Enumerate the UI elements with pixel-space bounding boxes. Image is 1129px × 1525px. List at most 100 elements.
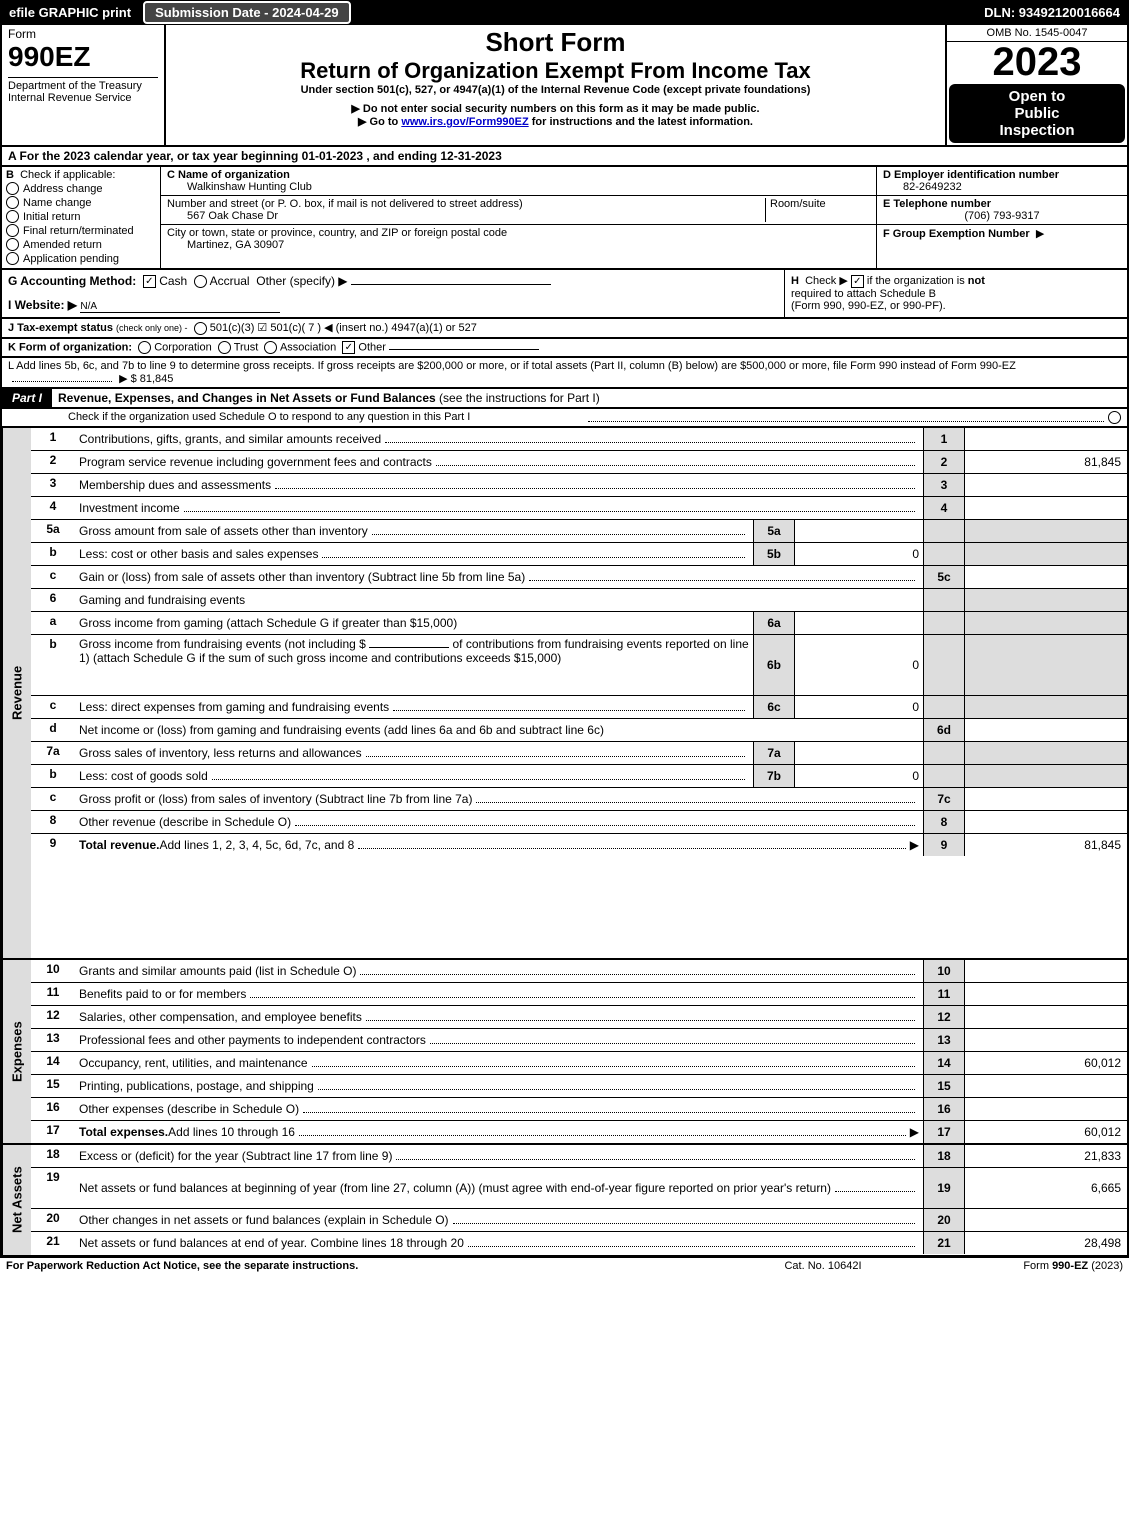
sub-num: 7b: [753, 765, 794, 787]
accrual-label: Accrual: [210, 274, 250, 288]
room-suite-label: Room/suite: [765, 198, 870, 222]
city-label: City or town, state or province, country…: [167, 227, 870, 239]
line-num: 7a: [31, 742, 75, 764]
line-desc: Less: direct expenses from gaming and fu…: [79, 700, 389, 714]
checkbox-icon[interactable]: [6, 252, 19, 265]
sub-val: [794, 612, 923, 634]
line-num-col: 20: [923, 1209, 964, 1231]
line-val: 60,012: [964, 1052, 1127, 1074]
checkbox-icon[interactable]: [6, 196, 19, 209]
goto-prefix: ▶ Go to: [358, 116, 401, 128]
k-trust-label: Trust: [234, 341, 259, 353]
chk-name-change[interactable]: Name change: [6, 196, 156, 209]
chk-application-pending[interactable]: Application pending: [6, 252, 156, 265]
part-i-label: Part I: [2, 389, 52, 407]
line-2: 2 Program service revenue including gove…: [31, 451, 1127, 474]
l-value: 81,845: [140, 373, 174, 385]
goto-link[interactable]: www.irs.gov/Form990EZ: [401, 116, 528, 128]
sub-val: 0: [794, 696, 923, 718]
line-num-col: 12: [923, 1006, 964, 1028]
line-num-col: 10: [923, 960, 964, 982]
line-desc: Other revenue (describe in Schedule O): [79, 815, 291, 829]
checkbox-icon[interactable]: [6, 182, 19, 195]
line-num: 2: [31, 451, 75, 473]
b-check-if: Check if applicable:: [20, 169, 115, 181]
part-i-title: Revenue, Expenses, and Changes in Net As…: [52, 391, 600, 405]
line-7b: b Less: cost of goods sold 7b 0: [31, 765, 1127, 788]
sub-val: 0: [794, 543, 923, 565]
line-num-col: 6d: [923, 719, 964, 741]
part-i-checkbox[interactable]: [1108, 411, 1121, 424]
street-label: Number and street (or P. O. box, if mail…: [167, 198, 765, 210]
b-label: B: [6, 169, 14, 181]
k-other-line[interactable]: [389, 349, 539, 350]
line-6: 6 Gaming and fundraising events: [31, 589, 1127, 612]
arrow-icon: ▶: [910, 1125, 919, 1139]
line-k: K Form of organization: Corporation Trus…: [0, 339, 1129, 358]
chk-label: Name change: [23, 197, 92, 209]
short-form-title: Short Form: [172, 27, 939, 58]
chk-label: Application pending: [23, 253, 119, 265]
chk-address-change[interactable]: Address change: [6, 182, 156, 195]
line-6d: d Net income or (loss) from gaming and f…: [31, 719, 1127, 742]
i-label: I Website: ▶: [8, 298, 77, 312]
line-desc: Less: cost of goods sold: [79, 769, 208, 783]
line-6b: b Gross income from fundraising events (…: [31, 635, 1127, 696]
column-c: C Name of organization Walkinshaw Huntin…: [161, 167, 876, 268]
line-num-col: [923, 635, 964, 695]
line-desc: Program service revenue including govern…: [79, 455, 432, 469]
line-val: [964, 543, 1127, 565]
check-cash[interactable]: ✓: [143, 275, 156, 288]
h-text-2: if the organization is: [867, 275, 968, 287]
line-a: A For the 2023 calendar year, or tax yea…: [0, 147, 1129, 167]
line-val: [964, 811, 1127, 833]
line-val: 60,012: [964, 1121, 1127, 1143]
chk-amended-return[interactable]: Amended return: [6, 238, 156, 251]
contrib-amount-line[interactable]: [369, 647, 449, 648]
j-501c3[interactable]: [194, 322, 207, 335]
website-value: N/A: [80, 301, 280, 313]
other-input-line[interactable]: [351, 284, 551, 285]
k-trust[interactable]: [218, 341, 231, 354]
check-accrual[interactable]: [194, 275, 207, 288]
line-val: [964, 1006, 1127, 1028]
line-desc: Membership dues and assessments: [79, 478, 271, 492]
line-17: 17 Total expenses. Add lines 10 through …: [31, 1121, 1127, 1143]
j-label: J Tax-exempt status: [8, 322, 113, 334]
dept-label: Department of the Treasury: [8, 80, 158, 92]
efile-label[interactable]: efile GRAPHIC print: [1, 1, 139, 24]
h-checkbox[interactable]: ✓: [851, 275, 864, 288]
dln-label: DLN: 93492120016664: [976, 1, 1128, 24]
d-label: D Employer identification number: [883, 169, 1121, 181]
checkbox-icon[interactable]: [6, 238, 19, 251]
city-value: Martinez, GA 30907: [167, 239, 870, 251]
line-val: [964, 566, 1127, 588]
line-num-col: 5c: [923, 566, 964, 588]
line-num: 6: [31, 589, 75, 611]
page-footer: For Paperwork Reduction Act Notice, see …: [0, 1257, 1129, 1274]
line-desc-bold: Total revenue.: [79, 838, 159, 852]
line-20: 20 Other changes in net assets or fund b…: [31, 1209, 1127, 1232]
line-val: [964, 742, 1127, 764]
chk-initial-return[interactable]: Initial return: [6, 210, 156, 223]
k-assoc[interactable]: [264, 341, 277, 354]
arrow-icon: ▶: [1036, 228, 1044, 240]
chk-final-return[interactable]: Final return/terminated: [6, 224, 156, 237]
line-num: 10: [31, 960, 75, 982]
org-name: Walkinshaw Hunting Club: [167, 181, 870, 193]
line-7a: 7a Gross sales of inventory, less return…: [31, 742, 1127, 765]
expenses-side-label: Expenses: [2, 960, 31, 1143]
k-corp[interactable]: [138, 341, 151, 354]
phone-value: (706) 793-9317: [883, 210, 1121, 222]
k-other[interactable]: ✓: [342, 341, 355, 354]
line-num-col: 14: [923, 1052, 964, 1074]
h-not: not: [968, 275, 985, 287]
other-label: Other (specify) ▶: [256, 274, 347, 288]
checkbox-icon[interactable]: [6, 210, 19, 223]
checkbox-icon[interactable]: [6, 224, 19, 237]
revenue-table: Revenue 1 Contributions, gifts, grants, …: [0, 428, 1129, 1257]
form-label: Form: [8, 27, 158, 41]
line-num: 5a: [31, 520, 75, 542]
line-desc: Gross sales of inventory, less returns a…: [79, 746, 362, 760]
line-num-col: 11: [923, 983, 964, 1005]
